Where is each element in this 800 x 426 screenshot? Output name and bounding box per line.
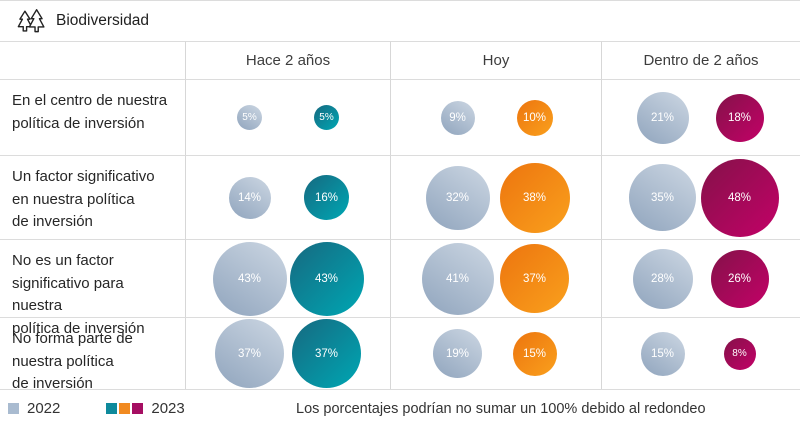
bubble-2022: 5% [237,105,262,130]
chart-header: Biodiversidad [0,1,800,41]
bubble-slot: 35% [624,164,701,231]
bubble-slot: 10% [496,99,573,136]
corner-cell [0,41,185,79]
chart-footer: 2022 2023 Los porcentajes podrían no sum… [0,389,800,426]
bubble-slot: 16% [288,175,365,220]
bubble-2022: 28% [632,248,693,309]
bubble-2023: 5% [314,105,339,130]
bubble-slot: 15% [496,331,573,376]
bubble-cell: 35% 48% [601,155,800,239]
teal-swatch-icon [106,403,118,414]
bubble-cell: 28% 26% [601,239,800,317]
bubble-slot: 26% [701,249,778,308]
row-label: No es un factor significativo para nuest… [0,239,185,337]
bubble-2023: 37% [500,244,569,313]
bubble-cell: 21% 18% [601,79,800,155]
column-header-hoy: Hoy [390,41,601,79]
bubble-slot: 37% [211,319,288,388]
bubble-2023: 10% [516,99,553,136]
bubble-2022: 15% [640,331,685,376]
bubble-2023: 43% [289,241,364,316]
bubble-2023: 15% [512,331,557,376]
bubble-2022: 32% [425,165,490,230]
bubble-slot: 9% [419,100,496,135]
bubble-2022: 41% [421,242,494,315]
bubble-slot: 32% [419,165,496,230]
bubble-slot: 8% [701,337,778,370]
bubble-2023: 16% [304,175,349,220]
bubble-2022: 9% [440,100,475,135]
gray-swatch-icon [8,403,19,414]
bubble-2022: 35% [629,164,696,231]
row-label: No forma parte de nuestra política de in… [0,317,185,392]
bubble-2022: 19% [433,329,482,378]
bubble-2023: 26% [710,249,769,308]
legend-2022: 2022 [8,400,60,417]
bubble-cell: 43% 43% [185,239,390,317]
bubble-2023: 37% [292,319,361,388]
bubble-cell: 9% 10% [390,79,601,155]
bubble-slot: 5% [288,105,365,130]
bubble-cell: 15% 8% [601,317,800,389]
bubble-2022: 37% [215,319,284,388]
bubble-slot: 43% [211,241,288,316]
bubble-slot: 18% [701,93,778,142]
bubble-2022: 14% [228,176,271,219]
bubble-slot: 48% [700,158,779,237]
bubble-slot: 43% [288,241,365,316]
bubble-cell: 14% 16% [185,155,390,239]
bubble-slot: 37% [496,244,573,313]
chart-grid: Hace 2 años Hoy Dentro de 2 años En el c… [0,41,800,392]
bubble-2023: 48% [700,158,779,237]
bubble-slot: 21% [624,91,701,144]
bubble-cell: 19% 15% [390,317,601,389]
rounding-footnote: Los porcentajes podrían no sumar un 100%… [296,400,706,417]
bubble-2023: 8% [723,337,756,370]
row-label: Un factor significativo en nuestra polít… [0,155,185,239]
legend-2023-swatches [106,403,144,414]
bubble-slot: 19% [419,329,496,378]
bubble-cell: 5% 5% [185,79,390,155]
legend-2023: 2023 [106,400,185,417]
legend-2023-label: 2023 [151,400,185,417]
bubble-slot: 28% [624,248,701,309]
chart-title: Biodiversidad [56,12,150,29]
pine-trees-icon [17,8,45,32]
legend-2022-swatch [8,403,19,414]
bubble-cell: 32% 38% [390,155,601,239]
legend-2022-label: 2022 [27,400,61,417]
bubble-slot: 38% [496,162,573,233]
bubble-cell: 41% 37% [390,239,601,317]
bubble-2023: 18% [715,93,764,142]
bubble-slot: 41% [419,242,496,315]
column-header-dentro-de-2-anos: Dentro de 2 años [601,41,800,79]
bubble-slot: 15% [624,331,701,376]
bubble-slot: 14% [211,176,288,219]
row-label: En el centro de nuestra política de inve… [0,79,185,155]
bubble-slot: 5% [211,105,288,130]
bubble-cell: 37% 37% [185,317,390,389]
orange-swatch-icon [119,403,131,414]
bubble-2022: 43% [212,241,287,316]
bubble-2023: 38% [499,162,570,233]
bubble-2022: 21% [636,91,689,144]
column-header-hace-2-anos: Hace 2 años [185,41,390,79]
bubble-slot: 37% [288,319,365,388]
magenta-swatch-icon [132,403,144,414]
